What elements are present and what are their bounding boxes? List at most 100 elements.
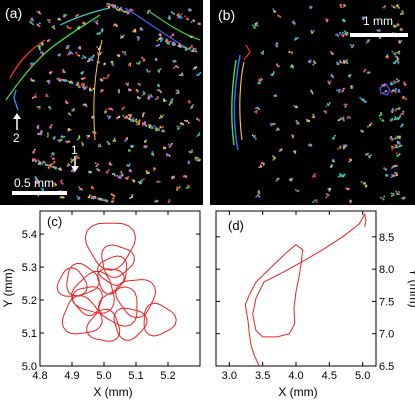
particle-track: [277, 14, 282, 18]
particle-track: [136, 61, 141, 65]
panel-b-label: (b): [218, 7, 236, 23]
particle-track: [325, 18, 329, 22]
panel-c-label: (c): [47, 214, 62, 229]
particle-track: [379, 195, 385, 201]
particle-track: [105, 169, 110, 174]
particle-track: [391, 165, 395, 169]
particle-track: [390, 89, 394, 94]
particle-track: [309, 6, 313, 9]
particle-track: [157, 68, 162, 73]
particle-track: [39, 160, 45, 166]
particle-track: [29, 17, 34, 22]
particle-track: [346, 115, 351, 119]
particle-track: [293, 150, 297, 154]
particle-track: [130, 145, 134, 148]
particle-track: [56, 77, 61, 80]
panel-c-chart: 4.8 4.9 5.0 5.1 5.2 5.0 5.1 5.2 5.3 5.4 (c) X (mm…: [1, 210, 201, 399]
particle-track: [128, 62, 132, 67]
panel-a-image: (a) 1 2 0.5 mm: [0, 0, 203, 205]
particle-track: [51, 25, 56, 30]
particle-track: [32, 93, 37, 99]
particle-track: [127, 116, 132, 122]
particle-track: [165, 38, 169, 44]
particle-track: [96, 197, 101, 201]
particle-track: [96, 46, 101, 50]
particle-track: [113, 23, 118, 27]
particle-track: [147, 123, 152, 129]
particle-track: [106, 140, 111, 145]
particle-track: [171, 175, 175, 179]
particle-track: [391, 50, 397, 56]
particle-track: [382, 90, 388, 94]
particle-track: [188, 35, 194, 39]
particle-track: [100, 28, 104, 33]
trajectory-line: [244, 212, 367, 367]
particle-track: [187, 100, 191, 104]
particle-track: [341, 116, 345, 122]
particle-track: [30, 78, 36, 82]
particle-track: [32, 148, 36, 154]
particle-track: [130, 117, 135, 122]
arrow-label-1: 1: [71, 143, 78, 157]
particle-track: [161, 129, 166, 133]
particle-track: [154, 199, 159, 203]
particle-track: [123, 10, 129, 14]
particle-track: [166, 153, 171, 157]
particle-track: [329, 51, 334, 55]
y-tick-label: 5.4: [22, 229, 37, 241]
particle-track: [126, 163, 131, 167]
particle-track: [120, 34, 125, 39]
particle-track: [76, 155, 80, 159]
particle-track: [135, 89, 139, 93]
particle-track: [397, 89, 401, 93]
particle-track: [156, 37, 162, 42]
particle-track: [341, 173, 346, 178]
panel-b-scale-bar: [350, 33, 408, 37]
particle-track: [398, 40, 403, 44]
particle-track: [124, 137, 128, 142]
particle-track: [75, 52, 80, 57]
particle-track: [87, 58, 91, 63]
particle-track: [167, 15, 171, 20]
particle-track: [66, 162, 71, 167]
particle-track: [60, 179, 64, 185]
particle-track: [50, 155, 55, 160]
particle-track: [36, 124, 40, 129]
particle-track: [187, 160, 190, 165]
particle-track: [91, 186, 95, 190]
particle-track: [308, 59, 312, 64]
particle-track: [360, 129, 364, 133]
particle-track: [67, 80, 73, 84]
particle-track: [360, 181, 366, 185]
particle-track: [393, 80, 397, 84]
y-tick-label: 7.0: [379, 329, 394, 341]
particle-track: [110, 61, 114, 67]
particle-track: [60, 135, 66, 139]
particle-track: [88, 87, 91, 91]
particle-track: [71, 108, 75, 112]
panel-b-image: (b) 1 mm: [210, 0, 415, 205]
particle-track: [141, 91, 146, 97]
particle-track: [154, 96, 159, 100]
particle-track: [156, 89, 162, 93]
particle-track: [327, 80, 332, 85]
particle-track: [348, 74, 352, 78]
panel-d-frame: [215, 210, 377, 367]
particle-track: [52, 136, 56, 140]
particle-track: [272, 8, 276, 13]
particle-track: [270, 71, 275, 77]
particle-track: [127, 88, 132, 92]
particle-track: [177, 43, 182, 48]
particle-track: [183, 46, 189, 51]
particle-track: [77, 135, 81, 141]
particle-track: [36, 106, 41, 110]
particle-track: [342, 3, 346, 8]
particle-track: [180, 122, 185, 126]
y-tick-label: 8.0: [379, 264, 394, 276]
particle-track: [367, 122, 373, 128]
particle-track: [363, 184, 368, 188]
y-tick-label: 8.5: [379, 232, 394, 244]
particle-track: [93, 20, 99, 25]
particle-track: [37, 160, 42, 165]
particle-track: [138, 181, 142, 185]
